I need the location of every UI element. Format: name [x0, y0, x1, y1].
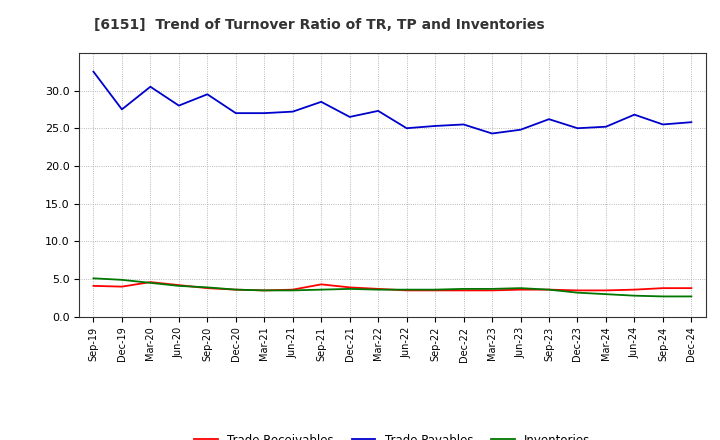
Inventories: [459, 286, 468, 292]
Trade Payables: [146, 84, 155, 89]
Trade Payables: [289, 109, 297, 114]
Trade Receivables: [402, 288, 411, 293]
Inventories: [602, 292, 611, 297]
Inventories: [687, 294, 696, 299]
Trade Receivables: [146, 279, 155, 285]
Inventories: [203, 285, 212, 290]
Inventories: [402, 287, 411, 292]
Trade Payables: [630, 112, 639, 117]
Trade Receivables: [289, 287, 297, 292]
Trade Receivables: [573, 288, 582, 293]
Trade Payables: [260, 110, 269, 116]
Trade Payables: [459, 122, 468, 127]
Inventories: [174, 283, 183, 289]
Trade Receivables: [232, 287, 240, 292]
Trade Payables: [602, 124, 611, 129]
Trade Receivables: [346, 285, 354, 290]
Inventories: [346, 286, 354, 292]
Trade Payables: [431, 123, 439, 128]
Legend: Trade Receivables, Trade Payables, Inventories: Trade Receivables, Trade Payables, Inven…: [194, 433, 590, 440]
Trade Receivables: [374, 286, 382, 292]
Trade Payables: [232, 110, 240, 116]
Trade Receivables: [487, 288, 496, 293]
Trade Receivables: [459, 288, 468, 293]
Inventories: [374, 287, 382, 292]
Trade Payables: [374, 108, 382, 114]
Trade Receivables: [659, 286, 667, 291]
Trade Receivables: [431, 288, 439, 293]
Trade Receivables: [602, 288, 611, 293]
Trade Receivables: [630, 287, 639, 292]
Trade Payables: [346, 114, 354, 120]
Trade Receivables: [260, 288, 269, 293]
Inventories: [431, 287, 439, 292]
Trade Payables: [117, 107, 126, 112]
Trade Payables: [402, 125, 411, 131]
Line: Trade Receivables: Trade Receivables: [94, 282, 691, 290]
Text: [6151]  Trend of Turnover Ratio of TR, TP and Inventories: [6151] Trend of Turnover Ratio of TR, TP…: [94, 18, 544, 32]
Trade Receivables: [516, 287, 525, 292]
Inventories: [89, 276, 98, 281]
Inventories: [289, 288, 297, 293]
Inventories: [317, 287, 325, 292]
Trade Payables: [487, 131, 496, 136]
Inventories: [516, 286, 525, 291]
Trade Payables: [203, 92, 212, 97]
Trade Receivables: [545, 287, 554, 292]
Line: Inventories: Inventories: [94, 279, 691, 297]
Line: Trade Payables: Trade Payables: [94, 72, 691, 133]
Trade Receivables: [687, 286, 696, 291]
Trade Receivables: [203, 286, 212, 291]
Trade Receivables: [174, 282, 183, 288]
Trade Payables: [545, 117, 554, 122]
Inventories: [659, 294, 667, 299]
Trade Receivables: [89, 283, 98, 289]
Trade Payables: [174, 103, 183, 108]
Trade Payables: [687, 120, 696, 125]
Inventories: [630, 293, 639, 298]
Inventories: [260, 288, 269, 293]
Inventories: [573, 290, 582, 295]
Trade Payables: [659, 122, 667, 127]
Trade Receivables: [117, 284, 126, 289]
Trade Payables: [317, 99, 325, 104]
Inventories: [232, 287, 240, 292]
Trade Payables: [89, 69, 98, 74]
Trade Payables: [573, 125, 582, 131]
Inventories: [487, 286, 496, 292]
Inventories: [146, 280, 155, 286]
Inventories: [545, 287, 554, 292]
Trade Receivables: [317, 282, 325, 287]
Inventories: [117, 277, 126, 282]
Trade Payables: [516, 127, 525, 132]
